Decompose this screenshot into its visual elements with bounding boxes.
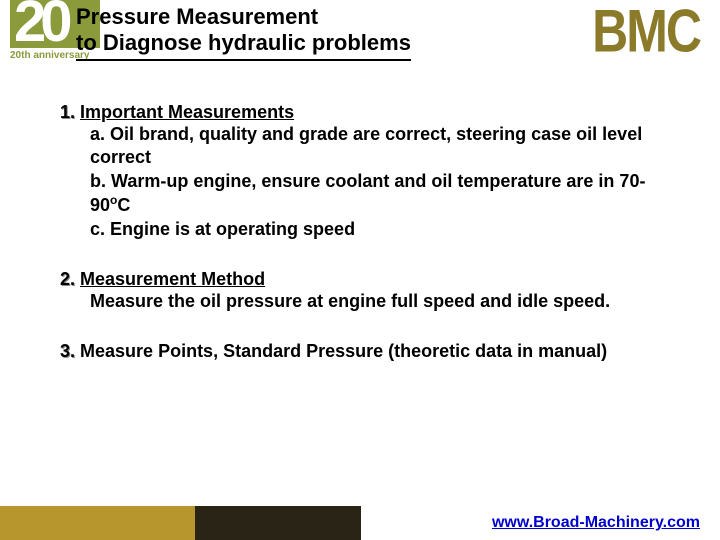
footer-gold-bar bbox=[0, 506, 195, 540]
section-3-title: 3. Measure Points, Standard Pressure (th… bbox=[60, 341, 660, 362]
section-2: 2. Measurement Method Measure the oil pr… bbox=[60, 269, 660, 313]
section-1-item-a: a. Oil brand, quality and grade are corr… bbox=[90, 123, 660, 170]
section-1: 1. Important Measurements a. Oil brand, … bbox=[60, 102, 660, 241]
title-line-2: to Diagnose hydraulic problems bbox=[76, 30, 411, 60]
bmc-logo: BMC bbox=[592, 0, 700, 66]
section-2-num: 2. bbox=[60, 269, 75, 289]
footer-link[interactable]: www.Broad-Machinery.com bbox=[492, 514, 700, 532]
title-line-1: Pressure Measurement bbox=[76, 4, 411, 30]
section-1-body: a. Oil brand, quality and grade are corr… bbox=[60, 123, 660, 241]
section-1-item-c: c. Engine is at operating speed bbox=[90, 218, 660, 241]
item-b-pre: b. Warm-up engine, ensure coolant and oi… bbox=[90, 171, 645, 215]
section-1-title: 1. Important Measurements bbox=[60, 102, 660, 123]
section-1-heading: Important Measurements bbox=[80, 102, 294, 122]
section-2-body: Measure the oil pressure at engine full … bbox=[60, 290, 660, 313]
logo-20-text: 20 bbox=[14, 0, 67, 55]
footer-dark-bar bbox=[195, 506, 361, 540]
section-2-heading: Measurement Method bbox=[80, 269, 265, 289]
section-3-num: 3. bbox=[60, 341, 75, 361]
content-area: 1. Important Measurements a. Oil brand, … bbox=[0, 72, 720, 362]
title-block: Pressure Measurement to Diagnose hydraul… bbox=[76, 4, 411, 61]
slide-footer: www.Broad-Machinery.com bbox=[0, 498, 720, 540]
section-1-item-b: b. Warm-up engine, ensure coolant and oi… bbox=[90, 170, 660, 218]
section-1-num: 1. bbox=[60, 102, 75, 122]
section-2-title: 2. Measurement Method bbox=[60, 269, 660, 290]
section-3-heading: Measure Points, Standard Pressure (theor… bbox=[80, 341, 607, 361]
slide-header: 20 20th anniversary Pressure Measurement… bbox=[0, 0, 720, 72]
section-3: 3. Measure Points, Standard Pressure (th… bbox=[60, 341, 660, 362]
item-b-post: C bbox=[117, 195, 130, 215]
